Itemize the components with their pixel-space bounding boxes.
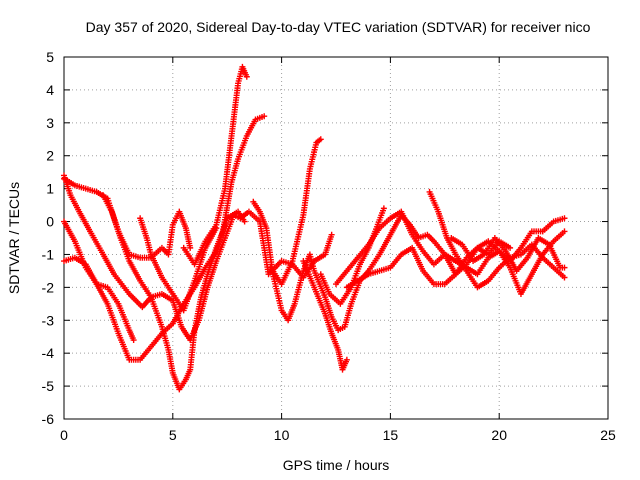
data-point [561,215,568,222]
grid-lines [64,57,608,419]
data-point [561,228,568,235]
data-point [213,225,220,232]
x-tick-label: 10 [274,427,290,443]
y-tick-label: 1 [46,181,54,197]
data-point [328,231,335,238]
y-tick-label: -1 [42,246,55,262]
y-tick-label: 2 [46,148,54,164]
x-axis-ticks: 0 5 10 15 20 25 [60,57,616,443]
x-tick-label: 0 [60,427,68,443]
series-track-5 [100,113,268,393]
y-tick-label: 4 [46,82,54,98]
x-axis-label: GPS time / hours [283,457,390,473]
chart-title: Day 357 of 2020, Sidereal Day-to-day VTE… [86,19,591,35]
x-tick-label: 5 [169,427,177,443]
y-tick-label: -5 [42,378,55,394]
data-point [343,356,350,363]
data-point [317,136,324,143]
y-tick-label: 0 [46,214,54,230]
x-tick-label: 25 [600,427,616,443]
series-track-14 [426,188,568,291]
data-point [561,264,568,271]
data-point [187,244,194,251]
series-track-10 [300,258,350,373]
data-point [241,218,248,225]
series-track-15 [448,235,568,274]
y-tick-label: 3 [46,115,54,131]
data-point [507,244,514,251]
data-point [380,205,387,212]
y-tick-label: -3 [42,312,55,328]
series-track-6 [180,63,250,268]
y-axis-ticks: -6 -5 -4 -3 -2 -1 0 1 2 3 4 5 [42,49,608,427]
y-tick-label: 5 [46,49,54,65]
series-track-3 [61,218,137,344]
data-point [243,73,250,80]
y-axis-label: SDTVAR / TECUs [6,182,22,294]
data-point [561,274,568,281]
data-point [261,113,268,120]
x-tick-label: 20 [491,427,507,443]
x-tick-label: 15 [383,427,399,443]
y-tick-label: -4 [42,345,55,361]
data-point [130,337,137,344]
data-markers [61,63,568,393]
series-track-7 [137,215,220,314]
y-tick-label: -2 [42,279,55,295]
plot-frame [63,56,609,420]
y-tick-label: -6 [42,411,55,427]
